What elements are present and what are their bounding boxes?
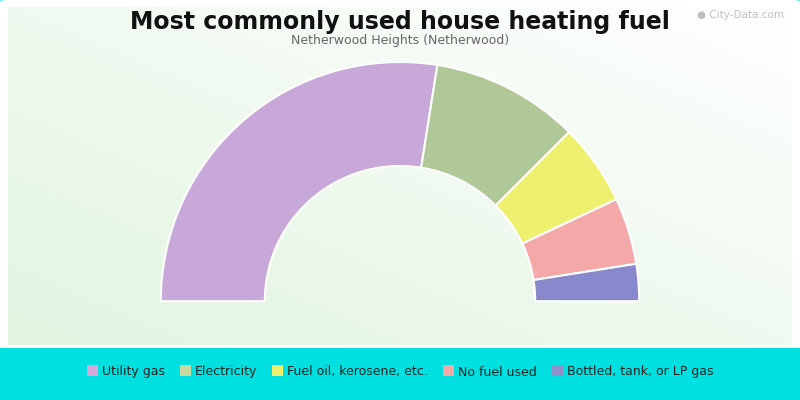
FancyBboxPatch shape — [0, 0, 800, 352]
Wedge shape — [496, 132, 617, 244]
Wedge shape — [161, 62, 438, 301]
Text: Netherwood Heights (Netherwood): Netherwood Heights (Netherwood) — [291, 34, 509, 47]
Wedge shape — [522, 199, 636, 280]
Text: ● City-Data.com: ● City-Data.com — [697, 10, 784, 20]
Text: Most commonly used house heating fuel: Most commonly used house heating fuel — [130, 10, 670, 34]
Wedge shape — [421, 65, 569, 206]
Legend: Utility gas, Electricity, Fuel oil, kerosene, etc., No fuel used, Bottled, tank,: Utility gas, Electricity, Fuel oil, kero… — [87, 366, 713, 378]
Wedge shape — [534, 264, 639, 301]
